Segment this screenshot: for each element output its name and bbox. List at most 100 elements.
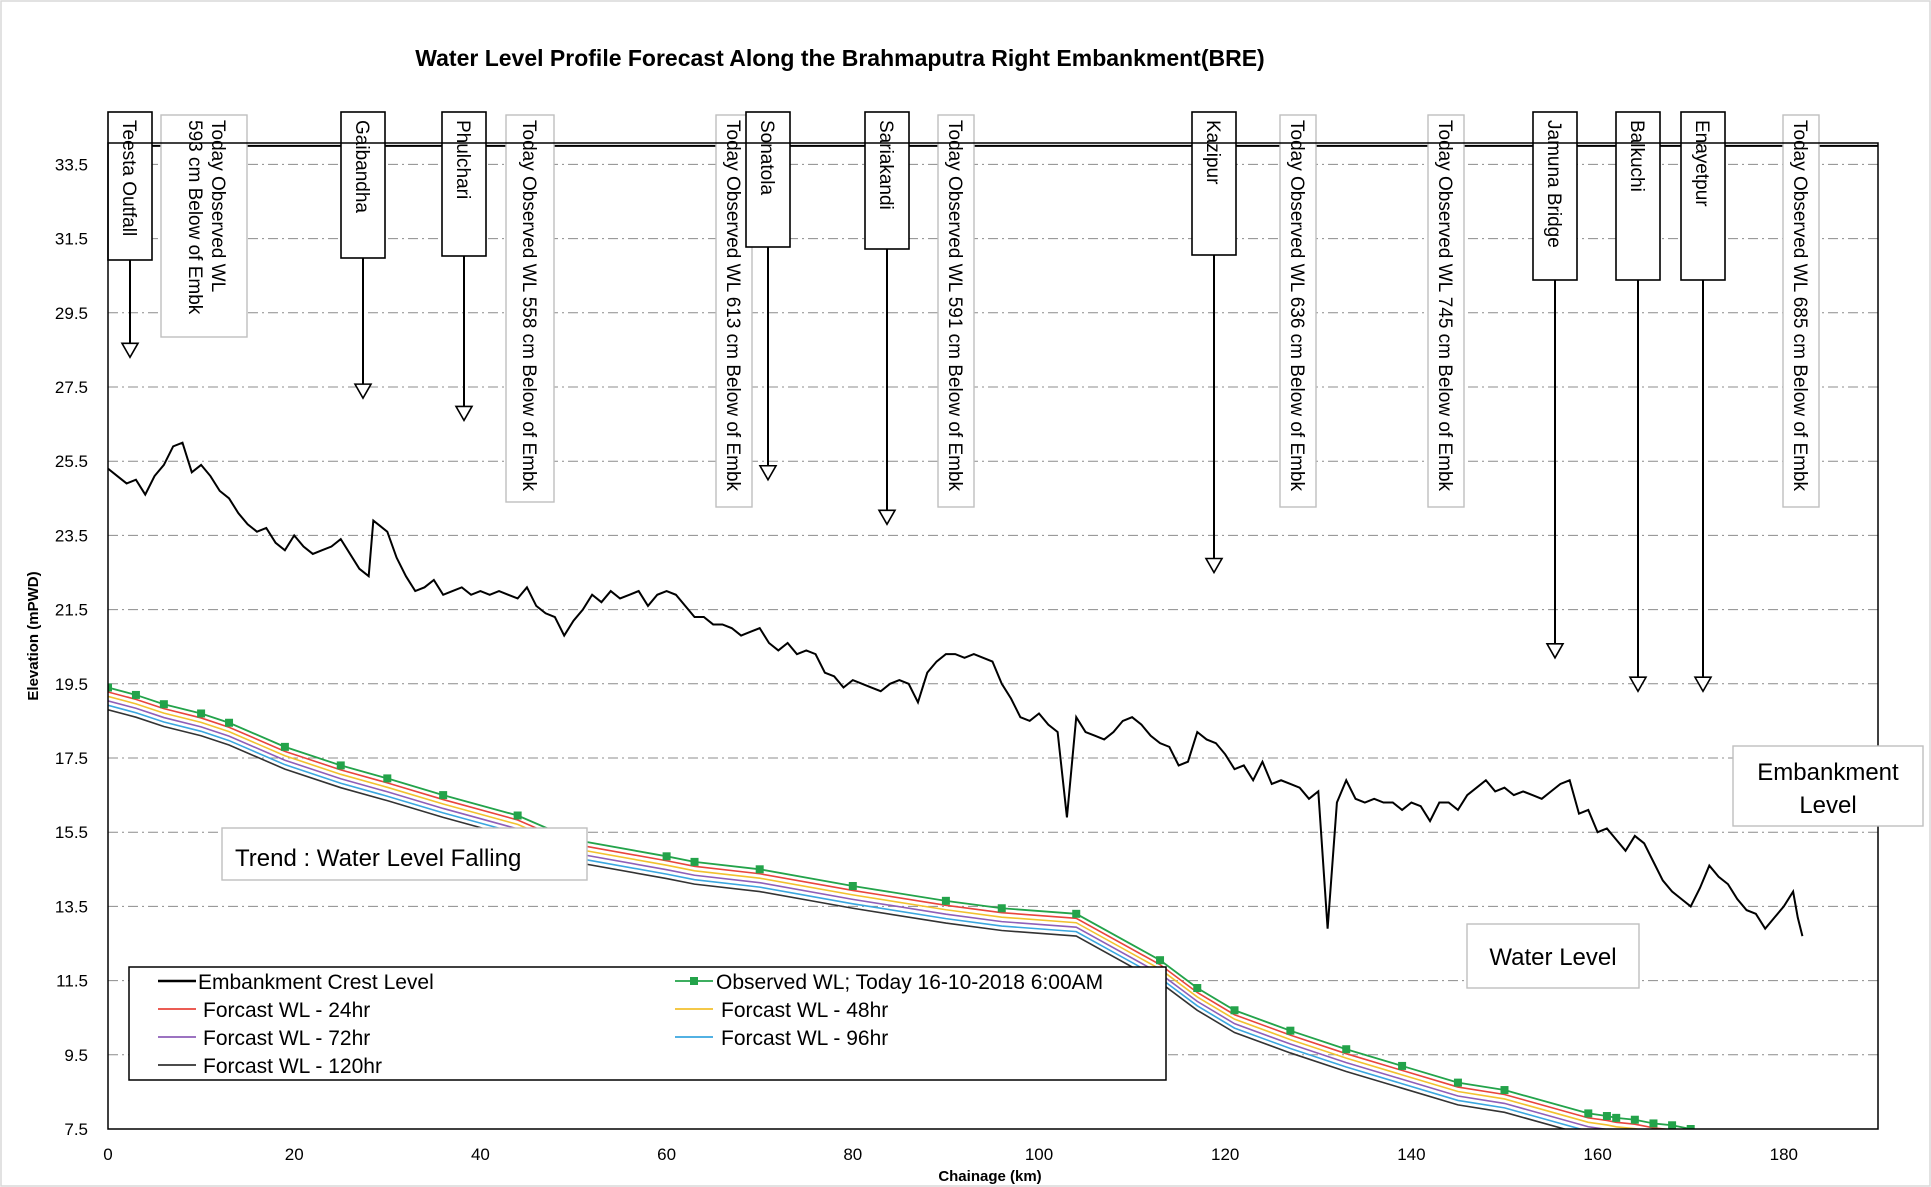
x-tick-label: 180 xyxy=(1770,1145,1798,1164)
observed-note-box xyxy=(1279,114,1317,508)
embankment-annotation-line2: Level xyxy=(1799,792,1856,819)
legend: Embankment Crest Level Observed WL; Toda… xyxy=(128,966,1167,1081)
x-tick-label: 140 xyxy=(1397,1145,1425,1164)
observed-point xyxy=(1398,1061,1407,1070)
station-label-box xyxy=(107,111,153,261)
y-tick-label: 7.5 xyxy=(64,1120,88,1139)
observed-point xyxy=(1668,1121,1677,1129)
observed-point xyxy=(383,774,392,783)
plot-area-border xyxy=(107,142,1879,1130)
observed-point xyxy=(336,761,345,770)
observed-note-text: Today Observed WL 558 cm Below of Embk xyxy=(518,120,539,492)
observed-point xyxy=(941,896,950,905)
legend-label-embankment: Embankment Crest Level xyxy=(198,971,434,994)
station-label-box xyxy=(1680,111,1726,281)
observed-note-text: Today Observed WL 745 cm Below of Embk xyxy=(1434,120,1455,492)
observed-point xyxy=(131,690,140,699)
y-tick-label: 27.5 xyxy=(55,378,88,397)
embankment-annotation-line1: Embankment xyxy=(1757,759,1899,786)
observed-wl-note: Today Observed WL 636 cm Below of Embk xyxy=(1279,114,1317,508)
observed-note-text: Today Observed WL 613 cm Below of Embk xyxy=(722,120,743,492)
x-tick-label: 60 xyxy=(657,1145,676,1164)
observed-point xyxy=(1630,1115,1639,1124)
station-label-box xyxy=(441,111,487,257)
observed-point xyxy=(1156,956,1165,965)
down-arrow-icon xyxy=(877,509,897,526)
observed-point xyxy=(225,718,234,727)
station-marker: Gaibandha xyxy=(340,111,386,400)
down-arrow-icon xyxy=(1545,643,1565,660)
x-tick-label: 40 xyxy=(471,1145,490,1164)
station-label: Gaibandha xyxy=(351,120,372,213)
y-axis-title: Elevation (mPWD) xyxy=(25,571,42,700)
observed-wl-note: Today Observed WL 591 cm Below of Embk xyxy=(937,114,975,508)
y-tick-label: 33.5 xyxy=(55,155,88,174)
observed-point xyxy=(1584,1109,1593,1118)
observed-note-box xyxy=(937,114,975,508)
y-tick-label: 31.5 xyxy=(55,230,88,249)
station-markers: Teesta Outfall Today Observed WL593 cm Be… xyxy=(107,111,1878,693)
station-marker: Jamuna Bridge xyxy=(1532,111,1578,660)
station-label: Enayetpur xyxy=(1691,120,1712,207)
y-tick-label: 25.5 xyxy=(55,452,88,471)
x-tick-label: 100 xyxy=(1025,1145,1053,1164)
x-tick-label: 160 xyxy=(1583,1145,1611,1164)
observed-point xyxy=(1500,1086,1509,1095)
observed-point xyxy=(997,904,1006,913)
observed-point xyxy=(662,852,671,861)
station-label: Balkuchi xyxy=(1626,120,1647,192)
observed-point xyxy=(755,865,764,874)
legend-label-120hr: Forcast WL - 120hr xyxy=(203,1055,382,1078)
station-label-box xyxy=(864,111,910,250)
y-tick-label: 29.5 xyxy=(55,304,88,323)
observed-note-text: Today Observed WL 636 cm Below of Embk xyxy=(1286,120,1307,492)
x-tick-label: 80 xyxy=(843,1145,862,1164)
x-axis-title: Chainage (km) xyxy=(938,1168,1041,1185)
observed-wl-note: Today Observed WL593 cm Below of Embk xyxy=(160,114,248,338)
station-marker: Teesta Outfall xyxy=(107,111,153,359)
observed-point xyxy=(1612,1113,1621,1122)
observed-point xyxy=(1342,1045,1351,1054)
legend-marker-observed xyxy=(690,977,698,985)
station-label: Sariakandi xyxy=(875,120,896,210)
observed-point xyxy=(197,709,206,718)
observed-wl-note: Today Observed WL 685 cm Below of Embk xyxy=(1782,114,1820,508)
station-marker: Sariakandi xyxy=(864,111,910,526)
y-tick-label: 21.5 xyxy=(55,601,88,620)
y-tick-label: 15.5 xyxy=(55,823,88,842)
down-arrow-icon xyxy=(1204,557,1224,575)
legend-label-24hr: Forcast WL - 24hr xyxy=(203,999,370,1022)
x-tick-label: 20 xyxy=(285,1145,304,1164)
observed-point xyxy=(1072,909,1081,918)
y-tick-label: 19.5 xyxy=(55,675,88,694)
chart-title: Water Level Profile Forecast Along the B… xyxy=(415,45,1264,71)
down-arrow-icon xyxy=(454,405,474,423)
down-arrow-icon xyxy=(1693,676,1713,693)
y-tick-label: 9.5 xyxy=(64,1046,88,1065)
observed-note-box xyxy=(505,114,555,503)
observed-point xyxy=(1286,1026,1295,1035)
observed-note-box xyxy=(1427,114,1465,508)
forecast-line-2 xyxy=(108,695,1641,1129)
legend-box xyxy=(128,966,1167,1081)
axis-ticks: 7.5 9.5 11.5 13.5 15.5 17.5 19.5 21.5 23.5 25.5 27… xyxy=(55,155,1798,1164)
x-tick-label: 120 xyxy=(1211,1145,1239,1164)
station-label-box xyxy=(1191,111,1237,256)
observed-point xyxy=(848,881,857,890)
down-arrow-icon xyxy=(120,342,140,359)
station-label: Sonatola xyxy=(756,120,777,195)
observed-wl-note: Today Observed WL 745 cm Below of Embk xyxy=(1427,114,1465,508)
trend-annotation: Trend : Water Level Falling xyxy=(235,845,521,872)
station-label-box xyxy=(1532,111,1578,281)
station-label-box xyxy=(340,111,386,259)
observed-note-text: Today Observed WL 685 cm Below of Embk xyxy=(1789,120,1810,492)
observed-note-box xyxy=(160,114,248,338)
observed-point xyxy=(1602,1112,1611,1121)
observed-point xyxy=(280,742,289,751)
observed-point xyxy=(1193,984,1202,993)
observed-point xyxy=(108,683,112,692)
station-label-box xyxy=(745,111,791,248)
forecast-line-4 xyxy=(108,704,1584,1129)
